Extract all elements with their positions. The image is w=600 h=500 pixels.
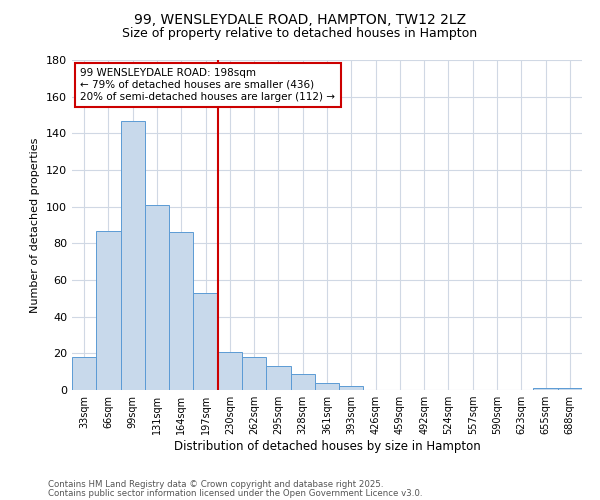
Bar (96, 230, 121, 390)
Y-axis label: Number of detached properties: Number of detached properties (31, 138, 40, 312)
Bar (121, 120, 145, 390)
Text: 99, WENSLEYDALE ROAD, HAMPTON, TW12 2LZ: 99, WENSLEYDALE ROAD, HAMPTON, TW12 2LZ (134, 12, 466, 26)
Bar (242, 357, 266, 390)
Bar (290, 374, 315, 390)
Bar (533, 388, 558, 390)
Bar (169, 232, 193, 390)
Bar (72, 357, 96, 390)
Bar (218, 352, 242, 390)
Bar (193, 293, 218, 390)
Text: Contains public sector information licensed under the Open Government Licence v3: Contains public sector information licen… (48, 490, 422, 498)
Bar (315, 382, 339, 390)
Text: Size of property relative to detached houses in Hampton: Size of property relative to detached ho… (122, 28, 478, 40)
Bar (266, 366, 290, 390)
Bar (339, 386, 364, 390)
Bar (558, 388, 582, 390)
X-axis label: Distribution of detached houses by size in Hampton: Distribution of detached houses by size … (173, 440, 481, 453)
Bar (145, 205, 169, 390)
Text: 99 WENSLEYDALE ROAD: 198sqm
← 79% of detached houses are smaller (436)
20% of se: 99 WENSLEYDALE ROAD: 198sqm ← 79% of det… (80, 68, 335, 102)
Text: Contains HM Land Registry data © Crown copyright and database right 2025.: Contains HM Land Registry data © Crown c… (48, 480, 383, 489)
